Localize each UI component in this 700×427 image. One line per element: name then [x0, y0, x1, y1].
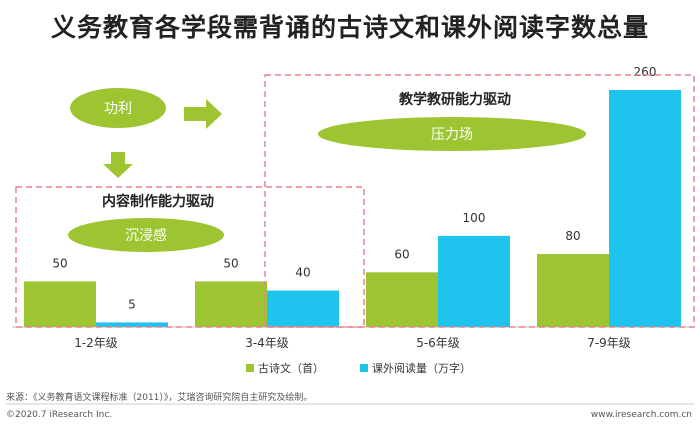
yali-ellipse [318, 117, 586, 151]
bar-poems-2 [366, 272, 438, 327]
bar-reading-3 [609, 90, 681, 327]
gongli-label: 功利 [104, 101, 132, 117]
x-tick-label-1: 3-4年级 [245, 336, 289, 350]
arrow-down-icon [103, 152, 133, 178]
data-label-poems-1: 50 [223, 256, 238, 270]
copyright: ©2020.7 iResearch Inc. [6, 410, 113, 420]
yali-label: 压力场 [431, 127, 473, 143]
content-driver-label: 内容制作能力驱动 [102, 193, 214, 210]
legend-swatch-blue [360, 364, 368, 372]
teaching-research-box [264, 74, 695, 328]
chenjin-ellipse [68, 218, 224, 252]
arrow-right-icon [184, 99, 222, 129]
data-label-poems-2: 60 [394, 247, 409, 261]
bar-poems-0 [24, 281, 96, 327]
x-tick-label-3: 7-9年级 [587, 336, 631, 350]
data-label-reading-1: 40 [295, 266, 310, 280]
data-label-reading-2: 100 [463, 211, 486, 225]
gongli-ellipse [70, 88, 166, 128]
teaching-driver-label: 教学教研能力驱动 [399, 91, 511, 108]
bar-reading-1 [267, 290, 339, 327]
x-tick-label-2: 5-6年级 [416, 336, 460, 350]
content-production-box [15, 186, 365, 328]
source-note: 来源：《义务教育语文课程标准（2011）》，艾瑞咨询研究院自主研究及绘制。 [6, 393, 313, 403]
legend-swatch-green [246, 364, 254, 372]
x-tick-label-0: 1-2年级 [74, 336, 118, 350]
bar-poems-1 [195, 281, 267, 327]
data-label-reading-0: 5 [128, 297, 136, 311]
data-label-reading-3: 260 [634, 65, 657, 79]
legend-label-green: 古诗文（首） [258, 361, 324, 375]
bar-poems-3 [537, 254, 609, 327]
page-title: 义务教育各学段需背诵的古诗文和课外阅读字数总量 [50, 13, 649, 42]
data-label-poems-3: 80 [565, 229, 580, 243]
bar-reading-2 [438, 235, 510, 327]
website-link[interactable]: www.iresearch.com.cn [590, 410, 692, 420]
chenjin-label: 沉浸感 [125, 227, 167, 244]
bar-reading-0 [96, 322, 168, 327]
legend-label-blue: 课外阅读量（万字） [372, 361, 471, 375]
data-label-poems-0: 50 [52, 256, 67, 270]
